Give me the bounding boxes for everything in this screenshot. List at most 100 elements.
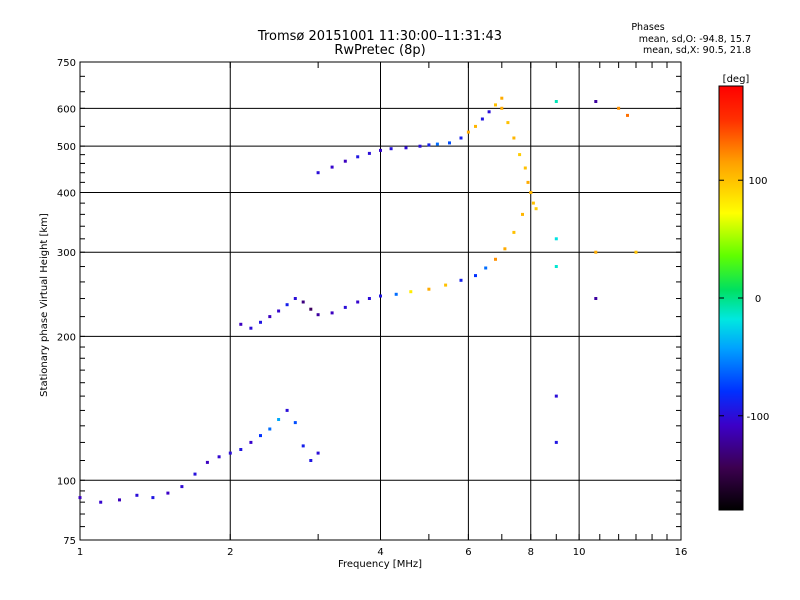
echo-point: [474, 124, 477, 128]
echo-point: [316, 313, 320, 317]
colorbar-label: [deg]: [723, 74, 750, 85]
y-axis-label: Stationary phase Virtual Height [km]: [39, 213, 50, 397]
echo-point: [523, 166, 527, 170]
echo-point: [99, 500, 103, 504]
echo-point: [503, 247, 507, 251]
echo-point: [459, 278, 463, 282]
y-tick-label: 100: [57, 476, 76, 487]
x-tick-label: 2: [227, 547, 233, 558]
echo-point: [389, 147, 393, 151]
echo-point: [617, 106, 621, 110]
echo-point: [309, 307, 313, 311]
x-tick-label: 6: [465, 547, 471, 558]
echo-point: [316, 171, 320, 175]
echo-point: [487, 110, 491, 114]
echo-point: [249, 326, 253, 330]
echo-point: [435, 142, 439, 146]
echo-point: [512, 136, 516, 140]
y-tick-label: 600: [57, 104, 76, 115]
phase-stats-header: Phases: [631, 22, 664, 33]
x-tick-label: 8: [528, 547, 534, 558]
echo-point: [531, 201, 535, 205]
echo-point: [277, 309, 281, 313]
x-tick-labels: 1 2 4 6 8 10 16: [77, 547, 688, 558]
echo-point: [268, 315, 272, 319]
echo-point: [480, 117, 484, 121]
echo-point: [343, 159, 347, 163]
echo-point: [249, 440, 253, 444]
echo-point: [285, 303, 289, 307]
echo-point: [554, 265, 558, 268]
echo-point: [459, 136, 463, 140]
x-tick-label: 1: [77, 547, 83, 558]
echo-point: [444, 283, 448, 287]
echo-point: [500, 96, 504, 100]
echo-point: [506, 121, 510, 125]
echo-point: [301, 444, 305, 448]
y-tick-label: 500: [57, 142, 76, 153]
echo-point: [554, 440, 558, 444]
echo-point: [205, 460, 209, 464]
echo-point: [474, 274, 477, 278]
echo-point: [418, 144, 422, 148]
echo-point: [293, 421, 297, 425]
echo-point: [118, 498, 121, 502]
echo-point: [534, 207, 538, 211]
echo-point: [343, 305, 347, 309]
plot-area: [78, 61, 682, 541]
echo-point: [554, 100, 558, 103]
colorbar-ticks: 100 0 -100: [719, 176, 769, 423]
echo-point: [367, 297, 371, 300]
axis-ticks: [79, 61, 682, 540]
echo-point: [239, 322, 243, 326]
x-tick-label: 10: [573, 547, 586, 558]
echo-point: [554, 394, 558, 398]
y-tick-label: 750: [57, 58, 76, 69]
echo-point: [151, 496, 155, 500]
colorbar-tick-label: -100: [747, 412, 770, 423]
echo-point: [277, 418, 281, 421]
echo-point: [494, 257, 497, 261]
echo-point: [301, 300, 305, 304]
y-tick-label: 400: [57, 188, 76, 199]
data-points: [78, 96, 638, 504]
echo-point: [356, 300, 360, 304]
echo-point: [78, 496, 82, 500]
echo-point: [259, 434, 262, 438]
echo-point: [379, 148, 382, 152]
phase-stats-o: mean, sd,O: -94.8, 15.7: [639, 34, 751, 45]
echo-point: [466, 130, 470, 134]
echo-point: [166, 491, 170, 495]
echo-point: [135, 493, 139, 497]
echo-point: [330, 311, 334, 315]
chart-title: Tromsø 20151001 11:30:00–11:31:43: [257, 29, 502, 44]
echo-point: [594, 100, 598, 103]
echo-point: [394, 292, 398, 296]
y-tick-label: 75: [63, 536, 76, 547]
echo-point: [180, 485, 184, 489]
echo-point: [356, 155, 360, 159]
phase-stats-x: mean, sd,X: 90.5, 21.8: [643, 45, 751, 56]
x-tick-label: 4: [377, 547, 383, 558]
echo-point: [500, 106, 504, 110]
y-tick-label: 300: [57, 248, 76, 259]
echo-point: [379, 294, 382, 298]
colorbar-tick-label: 100: [748, 176, 767, 187]
x-tick-label: 16: [675, 547, 688, 558]
echo-point: [594, 297, 598, 300]
echo-point: [427, 143, 431, 147]
echo-point: [268, 427, 272, 431]
grid-lines: [80, 62, 681, 540]
echo-point: [367, 151, 371, 155]
colorbar-tick-label: 0: [755, 294, 761, 305]
echo-point: [239, 448, 243, 451]
echo-point: [259, 320, 262, 324]
echo-point: [293, 297, 297, 300]
echo-point: [409, 290, 413, 294]
x-axis-label: Frequency [MHz]: [338, 559, 422, 570]
echo-point: [228, 451, 232, 455]
echo-point: [285, 408, 289, 412]
echo-point: [217, 455, 221, 459]
echo-point: [193, 472, 197, 476]
